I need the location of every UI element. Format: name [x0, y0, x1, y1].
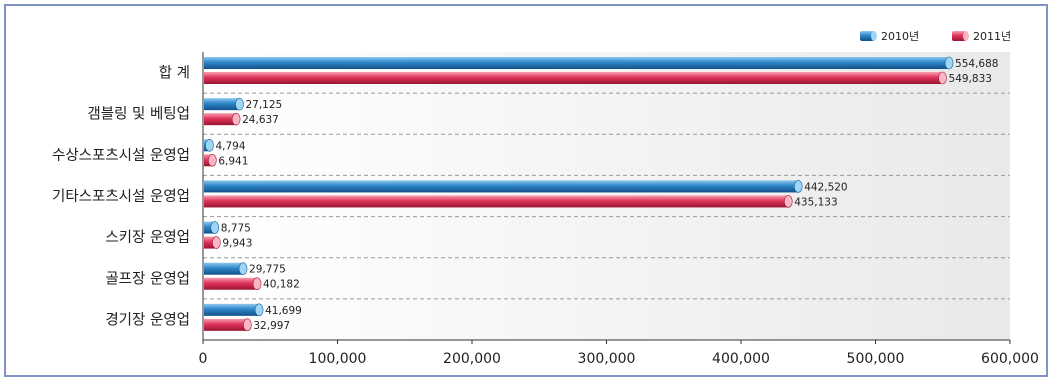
legend-label: 2011년: [973, 30, 1011, 43]
category-label: 합 계: [159, 65, 190, 82]
bar-end-cap: [944, 56, 954, 70]
bar: [204, 303, 260, 316]
bar-end-cap: [235, 97, 244, 111]
data-label: 435,133: [794, 196, 837, 208]
bar-end-cap: [210, 221, 220, 234]
bar-end-cap: [793, 180, 803, 193]
bar: [204, 180, 799, 193]
data-label: 27,125: [245, 99, 282, 111]
bar: [204, 72, 943, 84]
bar: [204, 57, 950, 69]
bar-end-cap: [243, 318, 252, 332]
bar: [204, 113, 237, 126]
data-label: 442,520: [804, 181, 847, 193]
category-label: 스키장 운영업: [105, 229, 190, 246]
bar: [204, 98, 240, 111]
bar: [204, 195, 789, 208]
bar-end-cap: [231, 112, 241, 126]
x-tick-label: 500,000: [847, 351, 905, 367]
data-label: 9,943: [222, 238, 252, 250]
legend-swatch-cap: [963, 31, 969, 41]
data-label: 554,688: [955, 58, 998, 70]
data-label: 24,637: [242, 114, 279, 126]
data-label: 549,833: [949, 73, 992, 85]
bar: [204, 277, 258, 290]
x-tick-label: 100,000: [309, 351, 367, 367]
category-label: 갬블링 및 베팅업: [87, 106, 190, 123]
category-label: 기타스포츠시설 운영업: [52, 188, 190, 205]
category-label: 경기장 운영업: [105, 311, 190, 328]
x-tick-label: 300,000: [578, 351, 636, 367]
bar-end-cap: [254, 303, 264, 317]
bar-end-cap: [783, 195, 793, 208]
data-label: 29,775: [249, 264, 286, 276]
category-label: 골프장 운영업: [105, 270, 190, 287]
bar-end-cap: [212, 236, 221, 249]
data-label: 41,699: [265, 305, 302, 317]
bar-end-cap: [938, 71, 947, 85]
category-label: 수상스포츠시설 운영업: [52, 147, 190, 164]
data-label: 40,182: [263, 279, 300, 291]
x-tick-label: 400,000: [712, 351, 770, 367]
legend-label: 2010년: [881, 30, 919, 43]
x-tick-label: 200,000: [443, 351, 501, 367]
bar-end-cap: [252, 277, 262, 291]
x-tick-label: 600,000: [981, 351, 1039, 367]
data-label: 6,941: [218, 155, 248, 167]
legend-swatch-cap: [871, 31, 877, 41]
data-label: 32,997: [253, 320, 290, 332]
legend-swatch: [952, 31, 966, 41]
x-tick-label: 0: [199, 351, 208, 367]
bar-end-cap: [238, 262, 248, 276]
legend-swatch: [860, 31, 874, 41]
bar: [204, 318, 248, 331]
bar-end-cap: [208, 153, 217, 167]
bar: [204, 262, 244, 275]
data-label: 8,775: [221, 223, 251, 235]
bar-end-cap: [205, 138, 214, 152]
bar: [204, 221, 215, 234]
data-label: 4,794: [215, 140, 245, 152]
